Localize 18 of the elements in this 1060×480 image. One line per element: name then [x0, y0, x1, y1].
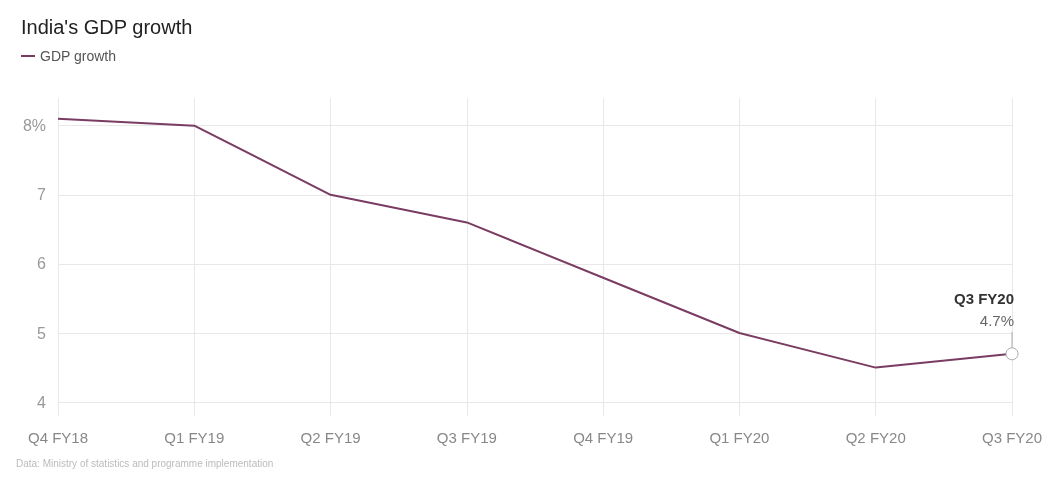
x-tick-label: Q4 FY19: [573, 429, 634, 446]
x-tick-label: Q1 FY19: [164, 429, 225, 446]
x-tick-label: Q2 FY20: [845, 429, 906, 446]
y-tick-label: 6: [37, 255, 47, 273]
chart-title: India's GDP growth: [21, 16, 193, 38]
y-tick-label: 5: [37, 324, 47, 342]
y-tick-label: 7: [37, 186, 47, 204]
x-tick-label: Q3 FY20: [981, 429, 1043, 446]
x-tick-label: Q4 FY18: [27, 429, 89, 446]
x-tick-label: Q3 FY19: [436, 429, 497, 446]
x-tick-label: Q1 FY20: [709, 429, 770, 446]
annotation: 4.7%: [979, 311, 1014, 329]
annotation: Q3 FY20: [953, 289, 1014, 307]
text: Data: Ministry of statistics and programme implementation: [16, 457, 274, 469]
y-tick-label: 4: [37, 393, 47, 411]
y-tick-label: 8%: [22, 117, 46, 135]
x-tick-label: Q2 FY19: [300, 429, 361, 446]
legend-label: GDP growth: [40, 48, 116, 64]
